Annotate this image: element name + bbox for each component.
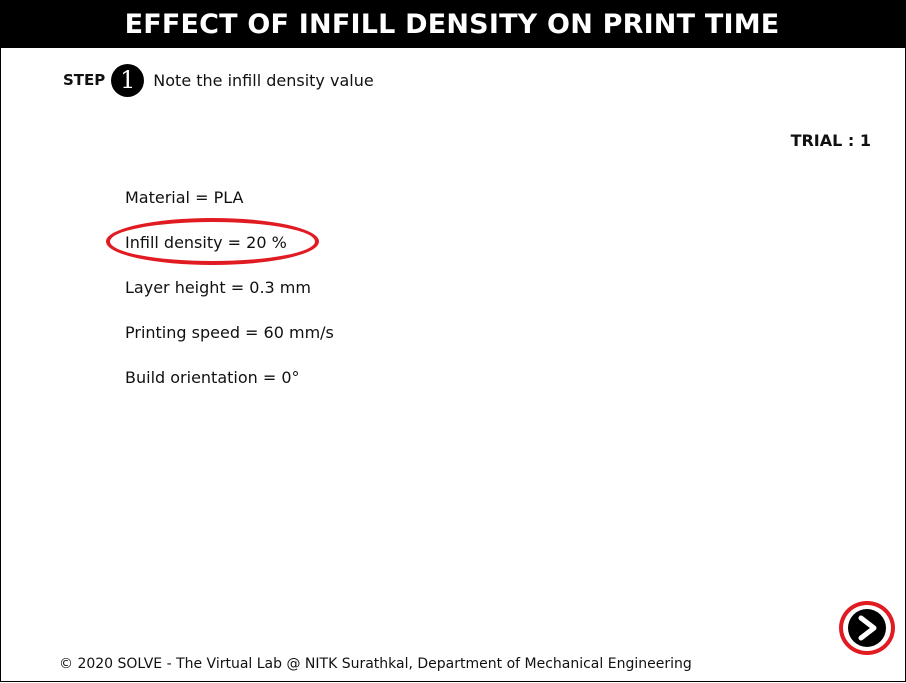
page-title: EFFECT OF INFILL DENSITY ON PRINT TIME [124, 8, 780, 40]
step-label: STEP [63, 71, 106, 89]
next-button[interactable] [839, 601, 895, 655]
parameter-build-orientation-text: Build orientation = 0° [125, 368, 300, 387]
footer-copyright: © 2020 SOLVE - The Virtual Lab @ NITK Su… [59, 656, 692, 672]
parameter-material-text: Material = PLA [125, 188, 244, 207]
parameter-layer-height-text: Layer height = 0.3 mm [125, 278, 311, 297]
right-arrow-circle-icon [848, 609, 886, 647]
parameter-infill-density: Infill density = 20 % [106, 218, 334, 276]
title-bar: EFFECT OF INFILL DENSITY ON PRINT TIME [0, 0, 906, 48]
trial-indicator: TRIAL : 1 [790, 131, 871, 150]
parameter-layer-height: Layer height = 0.3 mm [125, 276, 334, 321]
parameter-build-orientation: Build orientation = 0° [125, 366, 334, 411]
parameter-printing-speed-text: Printing speed = 60 mm/s [125, 323, 334, 342]
parameter-infill-density-text: Infill density = 20 % [125, 233, 287, 252]
parameter-list: Material = PLA Infill density = 20 % Lay… [106, 186, 334, 411]
step-instruction-text: Note the infill density value [153, 70, 374, 90]
parameter-material: Material = PLA [125, 186, 334, 231]
step-number-badge: 1 [111, 63, 145, 97]
step-instruction: STEP 1 Note the infill density value [63, 63, 374, 97]
parameter-printing-speed: Printing speed = 60 mm/s [125, 321, 334, 366]
